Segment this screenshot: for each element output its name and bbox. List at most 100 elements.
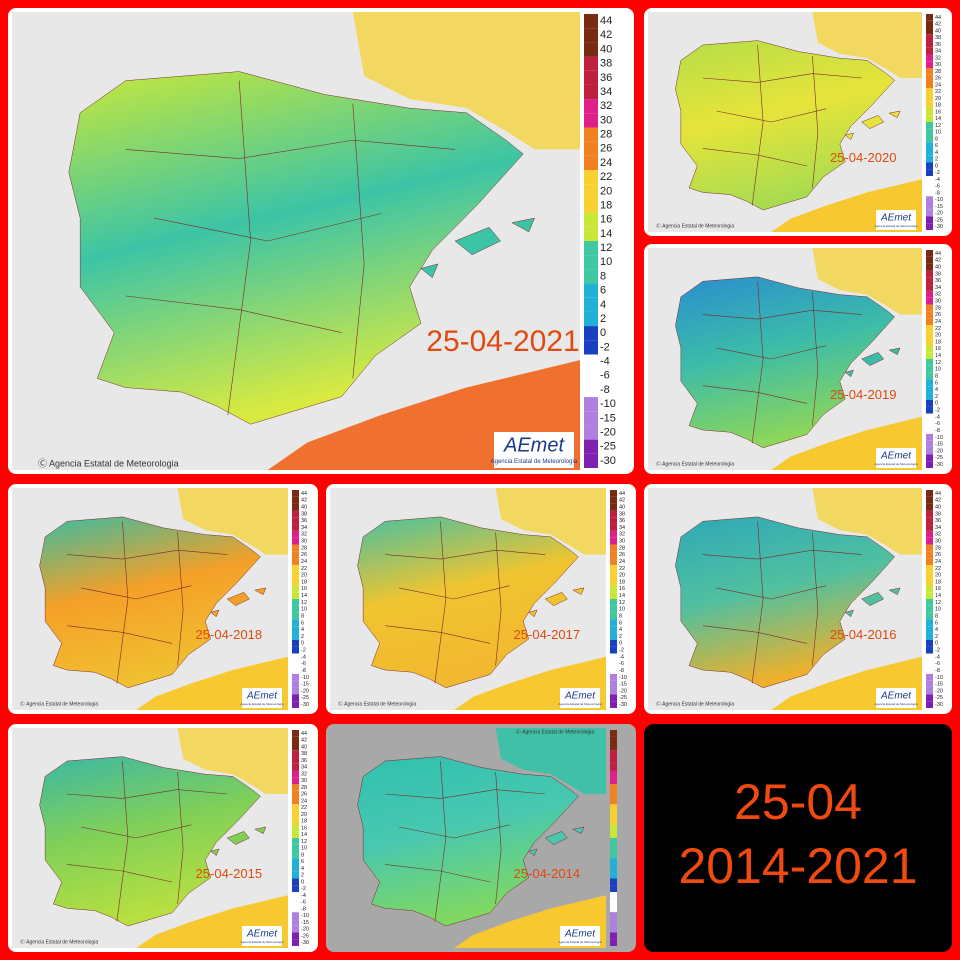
legend-label: 2 (935, 634, 938, 640)
legend-label: 34 (935, 525, 941, 531)
legend-label: 40 (301, 744, 307, 750)
legend-swatch (292, 811, 299, 818)
legend-swatch (610, 544, 617, 552)
legend-swatch (610, 784, 617, 791)
legend-label: 10 (935, 607, 941, 613)
province-lines (703, 521, 862, 683)
legend-label: 36 (619, 518, 625, 524)
legend-label: 20 (301, 812, 307, 818)
legend-swatch (610, 838, 617, 845)
legend-label: 2 (935, 157, 938, 163)
legend-swatch (292, 844, 299, 852)
legend-label: -4 (301, 893, 306, 899)
legend-swatch (292, 599, 299, 606)
legend-label: -20 (935, 211, 943, 217)
legend-label: -8 (935, 190, 940, 196)
logo: AEmet (880, 213, 912, 224)
legend-swatch (584, 354, 598, 369)
legend-swatch (926, 61, 933, 68)
legend-swatch (610, 537, 617, 545)
legend-label: 28 (619, 545, 625, 551)
legend-label: -10 (935, 197, 943, 203)
legend-swatch (584, 241, 598, 256)
legend-label: -8 (301, 906, 306, 912)
legend-label: 0 (935, 401, 938, 407)
legend-swatch (610, 858, 617, 865)
legend-swatch (292, 885, 299, 892)
legend-swatch (926, 673, 933, 681)
legend-swatch (292, 865, 299, 872)
legend-swatch (926, 694, 933, 702)
legend-swatch (926, 223, 933, 230)
legend-swatch (292, 743, 299, 751)
legend-swatch (610, 653, 617, 661)
legend-label: 42 (301, 498, 307, 504)
legend-label: 26 (301, 552, 307, 558)
legend-label: 36 (600, 72, 612, 84)
legend-label: 6 (600, 285, 606, 297)
legend-label: 44 (301, 731, 307, 737)
legend-swatch (292, 503, 299, 511)
legend-swatch (584, 56, 598, 71)
legend-swatch (610, 551, 617, 559)
legend-swatch (926, 510, 933, 518)
legend-swatch (584, 70, 598, 85)
legend-swatch (926, 454, 933, 462)
logo-subtitle: Agencia Estatal de Meteorología (558, 940, 602, 944)
legend-label: -2 (301, 648, 306, 654)
legend-label: 30 (301, 778, 307, 784)
balearic (845, 111, 900, 140)
legend-swatch (610, 490, 617, 497)
legend-swatch (926, 517, 933, 525)
legend-swatch (926, 297, 933, 305)
legend-swatch (926, 169, 933, 176)
legend-label: 8 (301, 852, 304, 858)
legend-swatch (584, 439, 598, 454)
copyright: Ⓒ Agencia Estatal de Meteorologia (516, 728, 594, 735)
legend-swatch (610, 898, 617, 906)
legend-label: 0 (619, 641, 622, 647)
map-date: 25-04-2015 (196, 866, 263, 881)
legend-label: 4 (301, 627, 304, 633)
legend-swatch (584, 397, 598, 412)
legend-label: 20 (619, 573, 625, 579)
legend-swatch (610, 750, 617, 757)
legend-label: -10 (301, 913, 309, 919)
province-lines (385, 521, 545, 683)
legend-swatch (584, 127, 598, 142)
map-panel: 4442403836343230282624222018161412108642… (326, 484, 636, 714)
legend-swatch (610, 599, 617, 606)
legend-label: 14 (619, 593, 625, 599)
legend-label: -15 (600, 412, 616, 424)
legend-label: 8 (619, 613, 622, 619)
legend-label: 38 (301, 511, 307, 517)
legend-swatch (584, 411, 598, 426)
legend-label: -6 (935, 661, 940, 667)
legend-swatch (926, 81, 933, 89)
legend-label: 16 (935, 586, 941, 592)
legend-label: -10 (619, 675, 627, 681)
legend-label: 10 (935, 367, 941, 373)
province-lines (67, 761, 227, 922)
logo-box (876, 448, 916, 468)
legend-label: 40 (301, 504, 307, 510)
legend-swatch (584, 141, 598, 156)
legend-label: 40 (935, 264, 941, 270)
legend-label: -2 (935, 170, 940, 176)
legend-swatch (926, 20, 933, 28)
legend-label: 42 (301, 738, 307, 744)
map-area (648, 488, 922, 710)
legend-swatch (584, 113, 598, 128)
legend-swatch (292, 790, 299, 798)
legend-swatch (292, 496, 299, 504)
legend-label: 16 (301, 586, 307, 592)
legend-label: 20 (935, 333, 941, 339)
legend-swatch (292, 797, 299, 805)
legend-label: 8 (935, 613, 938, 619)
legend-swatch (926, 496, 933, 504)
legend-swatch (610, 736, 617, 744)
province-lines (385, 761, 545, 922)
legend-label: 4 (935, 627, 938, 633)
legend-label: -10 (935, 675, 943, 681)
legend-swatch (292, 694, 299, 702)
